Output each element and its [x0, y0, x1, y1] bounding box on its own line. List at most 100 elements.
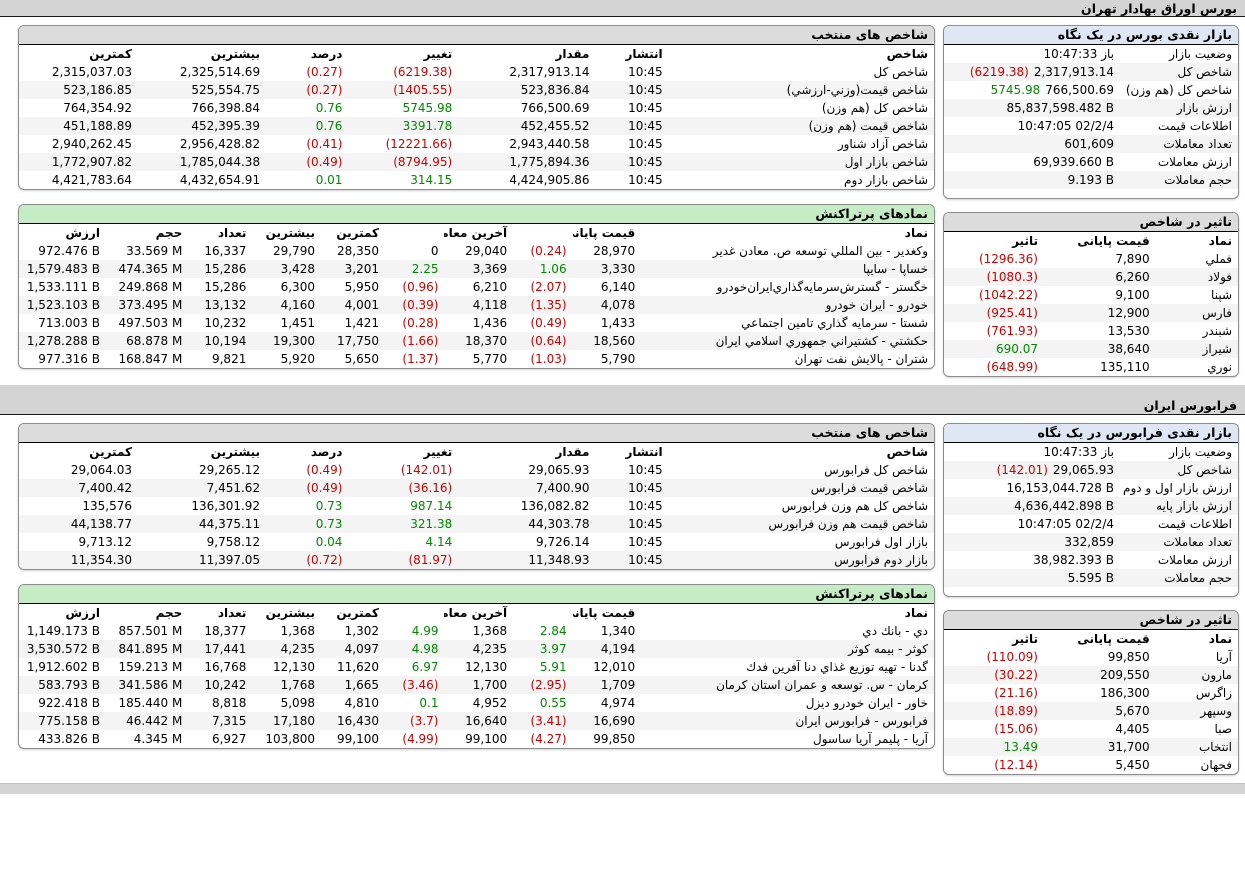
stat-row: ارزش بازار پایه 4,636,442.898 B: [944, 497, 1238, 515]
symbol-name[interactable]: نوري: [1207, 360, 1232, 374]
symbol-name[interactable]: دي - بانك دي: [862, 624, 928, 638]
close-price: 18,560: [593, 334, 636, 348]
index-low: 1,772,907.82: [51, 155, 132, 169]
close-percent: (0.24): [530, 244, 567, 258]
symbol-name[interactable]: خودرو - ایران خودرو: [825, 298, 928, 312]
symbol-name[interactable]: فجهان: [1200, 758, 1232, 772]
exchange-title: بورس اوراق بهادار تهران: [1081, 0, 1237, 16]
symbol-name[interactable]: آریا - پلیمر آریا ساسول: [812, 732, 928, 746]
symbol-name[interactable]: شیراز: [1202, 342, 1232, 356]
stat-row: حجم معاملات 5.595 B: [944, 569, 1238, 587]
symbol-name[interactable]: فملي: [1205, 252, 1232, 266]
symbol-name[interactable]: شتران - پالایش نفت تهران: [794, 352, 928, 366]
symbol-name[interactable]: آریا: [1215, 650, 1232, 664]
symbol-name[interactable]: زاگرس: [1195, 686, 1232, 700]
symbol-name[interactable]: خاور - ایران خودرو دیزل: [805, 696, 928, 710]
index-value: 766,500.69: [520, 101, 590, 115]
stat-value: 9.193 B: [1067, 173, 1114, 187]
index-low: 135,576: [82, 499, 132, 513]
index-percent: 0.04: [315, 535, 343, 549]
table-row: شاخص بازار اول 10:45 1,775,894.36 (8794.95)…: [19, 153, 934, 171]
symbol-name[interactable]: انتخاب: [1199, 740, 1232, 754]
close-price: 38,640: [1107, 342, 1150, 356]
publish-time: 10:45: [628, 119, 663, 133]
symbol-name[interactable]: خساپا - سایپا: [862, 262, 928, 276]
symbol-name[interactable]: فرابورس - فرابورس ایران: [795, 714, 928, 728]
close-price: 3,330: [600, 262, 636, 276]
trade-volume: 474.365 M: [118, 262, 183, 276]
high-price: 12,130: [272, 660, 315, 674]
high-price: 5,098: [280, 696, 315, 710]
farabourse-header: فرابورس ایران: [0, 385, 1245, 415]
symbol-name[interactable]: شبندر: [1202, 324, 1232, 338]
symbol-name[interactable]: شپنا: [1211, 288, 1232, 302]
column-header: بیشترین: [265, 226, 315, 240]
symbol-name[interactable]: فارس: [1202, 306, 1232, 320]
trade-volume: 341.586 M: [118, 678, 183, 692]
index-name: بازار دوم فرابورس: [834, 553, 928, 567]
farabourse-section: بازار نقدی فرابورس در یک نگاه وضعیت بازا…: [0, 415, 1245, 779]
column-header-empty: [513, 224, 572, 242]
close-percent: 0.55: [539, 696, 567, 710]
trade-volume: 159.213 M: [118, 660, 183, 674]
close-price: 99,850: [593, 732, 636, 746]
index-low: 4,421,783.64: [51, 173, 132, 187]
symbol-name[interactable]: وسپهر: [1200, 704, 1232, 718]
stat-row: وضعیت بازار باز 10:47:33: [944, 45, 1238, 63]
trade-volume: 497.503 M: [118, 316, 183, 330]
stat-row: ارزش بازار اول و دوم 16,153,044.728 B: [944, 479, 1238, 497]
symbol-name[interactable]: شستا - سرمایه گذاري تامین اجتماعي: [741, 316, 928, 330]
column-header: شاخص: [886, 47, 928, 61]
low-price: 5,650: [344, 352, 380, 366]
close-percent: (1.03): [530, 352, 567, 366]
index-name: شاخص بازار اول: [844, 155, 928, 169]
impact-value: (761.93): [986, 324, 1038, 338]
farabourse-glance-panel: بازار نقدی فرابورس در یک نگاه وضعیت بازا…: [943, 423, 1239, 597]
symbol-name[interactable]: فولاد: [1207, 270, 1232, 284]
low-price: 28,350: [337, 244, 380, 258]
stat-value: 85,837,598.482 B: [1006, 101, 1114, 115]
index-percent: 0.76: [315, 119, 343, 133]
table-row: کوثر - بیمه کوثر 4,194 3.97 4,235 4.98 4,097 4…: [19, 640, 934, 658]
table-row: خاور - ایران خودرو دیزل 4,974 0.55 4,952 0.1…: [19, 694, 934, 712]
symbol-name[interactable]: حکشتي - کشتیراني جمهوري اسلامي ایران: [715, 334, 928, 348]
high-price: 3,428: [280, 262, 315, 276]
index-low: 523,186.85: [63, 83, 132, 97]
column-header: نماد: [1208, 234, 1232, 248]
close-percent: (2.07): [530, 280, 567, 294]
index-low: 9,713.12: [78, 535, 132, 549]
stat-row: حجم معاملات 9.193 B: [944, 171, 1238, 189]
close-price: 186,300: [1100, 686, 1150, 700]
index-name: شاخص قیمت (هم وزن): [808, 119, 928, 133]
column-header: قیمت پایانی: [573, 606, 636, 620]
index-change: (1405.55): [393, 83, 453, 97]
trade-count: 15,286: [204, 280, 247, 294]
symbol-name[interactable]: کرمان - س. توسعه و عمران استان کرمان: [716, 678, 928, 692]
symbol-name[interactable]: کوثر - بیمه کوثر: [848, 642, 928, 656]
symbol-name[interactable]: خگستر - گسترش‌سرمایه‌گذاري‌ایران‌خودرو: [716, 280, 928, 294]
column-header: قیمت پایانی: [1077, 234, 1150, 248]
trade-count: 6,927: [211, 732, 247, 746]
index-percent: (0.27): [306, 65, 343, 79]
index-high: 9,758.12: [206, 535, 261, 549]
table-row: شبندر 13,530 (761.93): [944, 322, 1238, 340]
bourse-section: بازار نقدی بورس در یک نگاه وضعیت بازار با…: [0, 17, 1245, 381]
index-high: 29,265.12: [199, 463, 261, 477]
column-header-empty: [385, 224, 444, 242]
symbol-name[interactable]: گدنا - تهیه توزیع غذاي دنا آفرین فدك: [746, 660, 928, 674]
farabourse-impact-table: نماد قیمت پایانی تاثیر آریا 99,850 (110.09) ما…: [944, 630, 1238, 774]
publish-time: 10:45: [628, 553, 663, 567]
index-change: 3391.78: [402, 119, 453, 133]
bourse-right-column: بازار نقدی بورس در یک نگاه وضعیت بازار با…: [943, 25, 1239, 377]
trade-value: 1,533.111 B: [26, 280, 100, 294]
symbol-name[interactable]: صبا: [1214, 722, 1232, 736]
bottom-bar: [0, 783, 1245, 794]
last-price: 3,369: [472, 262, 508, 276]
farabourse-impact-panel: تاثیر در شاخص نماد قیمت پایانی تاثیر آریا 99…: [943, 610, 1239, 775]
symbol-name[interactable]: وکغدیر - بین المللي توسعه ص. معادن غدیر: [712, 244, 928, 258]
symbol-name[interactable]: مارون: [1201, 668, 1233, 682]
publish-time: 10:45: [628, 155, 663, 169]
close-price: 31,700: [1107, 740, 1150, 754]
publish-time: 10:45: [628, 173, 663, 187]
high-price: 4,160: [280, 298, 315, 312]
